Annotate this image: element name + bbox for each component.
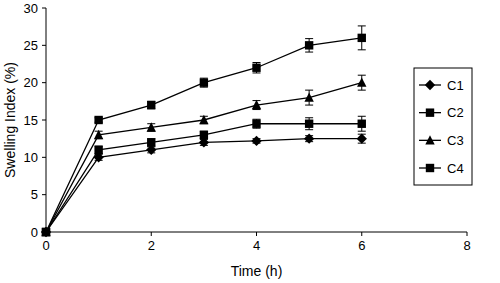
legend-label: C4 [447, 161, 464, 176]
y-tick [42, 194, 46, 195]
legend: C1 C2 C3 C4 [414, 68, 472, 185]
error-bar [253, 63, 261, 73]
y-tick [42, 8, 46, 9]
y-tick [42, 45, 46, 46]
x-tick-label: 4 [253, 238, 260, 253]
y-tick-label: 0 [31, 225, 38, 240]
legend-marker [426, 108, 434, 116]
data-point [357, 133, 367, 143]
x-tick [256, 232, 257, 236]
data-point [252, 100, 261, 109]
data-point [94, 116, 102, 124]
series-line [46, 124, 362, 232]
data-point [305, 41, 313, 49]
x-axis-label: Time (h) [231, 263, 283, 279]
data-point [41, 227, 50, 236]
data-point [42, 228, 50, 236]
y-axis-label: Swelling Index (%) [2, 62, 18, 178]
series-line [46, 83, 362, 232]
error-bar [200, 131, 208, 138]
data-point [251, 136, 261, 146]
data-point [304, 133, 314, 143]
data-point [200, 78, 208, 86]
y-tick-label: 15 [24, 113, 38, 128]
y-tick-label: 30 [24, 1, 38, 16]
error-bar [95, 146, 103, 153]
y-tick [42, 82, 46, 83]
series-line [46, 139, 362, 232]
legend-marker [425, 80, 435, 90]
data-point [252, 64, 260, 72]
error-bar [358, 116, 366, 131]
plot-area [41, 26, 367, 237]
series-line [46, 38, 362, 232]
y-tick-label: 20 [24, 75, 38, 90]
chart: 0 5 10 15 20 25 30 0 2 4 6 8 Time (h) Swelling Index … [0, 0, 500, 283]
data-point [42, 228, 50, 236]
data-point [41, 227, 51, 237]
error-bar [305, 118, 313, 130]
y-tick [42, 120, 46, 121]
error-bar [358, 26, 366, 50]
error-bar [305, 90, 313, 105]
y-tick [42, 157, 46, 158]
legend-box [414, 68, 472, 185]
error-bar [253, 119, 261, 128]
error-bar [305, 39, 313, 52]
error-bar [147, 139, 155, 146]
x-tick [467, 232, 468, 236]
data-point [305, 120, 313, 128]
data-point [252, 120, 260, 128]
x-tick-label: 2 [148, 238, 155, 253]
data-point [94, 130, 103, 139]
error-bar [253, 101, 261, 110]
legend-marker [425, 135, 434, 144]
x-tick-label: 8 [463, 238, 470, 253]
data-point [357, 77, 366, 86]
legend-label: C2 [447, 105, 464, 120]
error-bar [200, 78, 208, 87]
legend-label: C1 [447, 78, 464, 93]
data-point [147, 101, 155, 109]
x-tick-label: 6 [358, 238, 365, 253]
y-tick-label: 25 [24, 38, 38, 53]
data-point [200, 131, 208, 139]
x-tick-label: 0 [42, 238, 49, 253]
legend-label: C3 [447, 133, 464, 148]
error-bar [358, 75, 366, 90]
error-bar [147, 101, 155, 108]
legend-marker [426, 164, 434, 172]
x-tick [361, 232, 362, 236]
x-tick [151, 232, 152, 236]
y-tick-label: 10 [24, 150, 38, 165]
data-point [358, 120, 366, 128]
data-point [147, 122, 156, 131]
data-point [358, 34, 366, 42]
data-point [304, 92, 313, 101]
data-point [199, 115, 208, 124]
data-point [94, 146, 102, 154]
y-tick-label: 5 [31, 187, 38, 202]
data-point [147, 138, 155, 146]
